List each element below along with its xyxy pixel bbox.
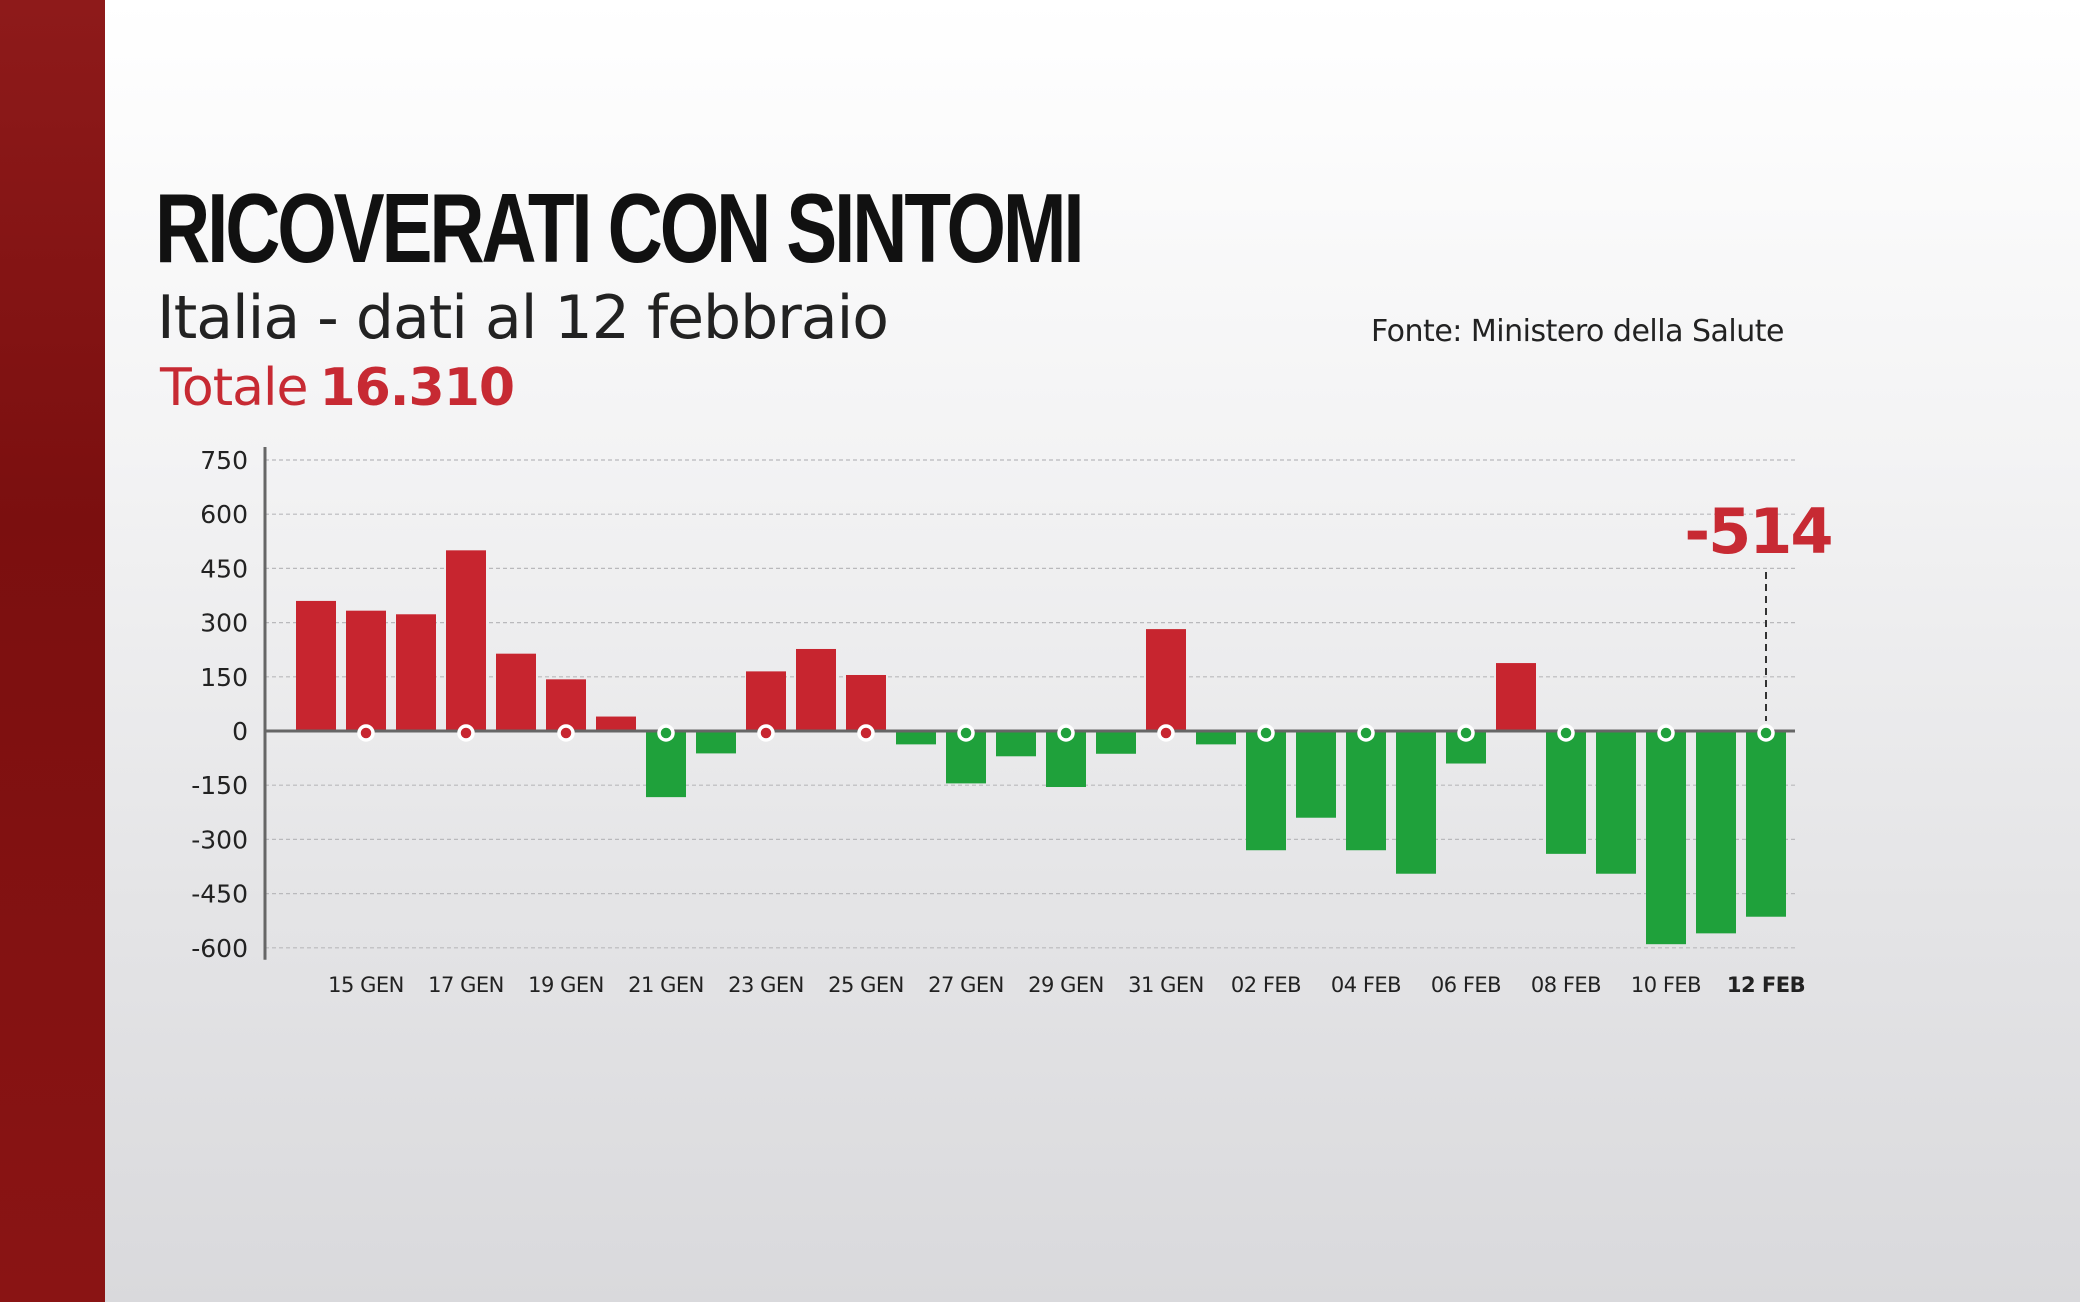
total-value: 16.310 [319,358,515,418]
bar [596,716,636,731]
x-tick-marker [1757,724,1775,742]
x-tick-label: 04 FEB [1331,973,1401,997]
y-tick-label: -450 [191,880,248,909]
bar [546,679,586,731]
bar [796,648,836,731]
x-tick-label: 19 GEN [528,973,604,997]
bar [1096,731,1136,754]
x-tick-marker [957,724,975,742]
bar [746,671,786,731]
bar [1396,731,1436,874]
bar [1546,731,1586,854]
bar [446,550,486,731]
bar [846,674,886,731]
x-tick-label: 23 GEN [728,973,804,997]
x-tick-marker [1157,724,1175,742]
bar [1496,663,1536,731]
sidebar-band [0,0,105,1302]
x-tick-marker [857,724,875,742]
bar [1696,731,1736,934]
bar [396,614,436,731]
bar [1646,731,1686,945]
bar [1746,731,1786,917]
total-label: Totale [160,358,308,418]
x-tick-marker [757,724,775,742]
bar [1296,731,1336,818]
total-line: Totale 16.310 [160,356,515,420]
x-tick-marker [1557,724,1575,742]
y-tick-label: 450 [200,554,248,583]
x-tick-label: 25 GEN [828,973,904,997]
bar [1146,629,1186,731]
bar [646,731,686,798]
bar [496,653,536,731]
x-tick-label: 29 GEN [1028,973,1104,997]
x-tick-marker [1457,724,1475,742]
x-tick-label: 21 GEN [628,973,704,997]
bar [1346,731,1386,851]
x-tick-marker [457,724,475,742]
x-tick-label: 02 FEB [1231,973,1301,997]
x-tick-marker [557,724,575,742]
x-tick-label: 15 GEN [328,973,404,997]
bar [346,610,386,731]
bar [996,731,1036,757]
x-tick-marker [1357,724,1375,742]
bar [896,731,936,745]
chart-subtitle: Italia - dati al 12 febbraio [157,283,889,353]
y-tick-label: 300 [200,609,248,638]
chart-title: RICOVERATI CON SINTOMI [155,173,1085,283]
x-tick-marker [1257,724,1275,742]
x-tick-marker [1057,724,1075,742]
x-tick-label: 31 GEN [1128,973,1204,997]
x-tick-label: 27 GEN [928,973,1004,997]
bar [1246,731,1286,851]
y-tick-label: 600 [200,500,248,529]
y-tick-label: -150 [191,771,248,800]
bar [696,731,736,754]
bar [1596,731,1636,874]
x-tick-marker [657,724,675,742]
y-tick-label: -600 [191,934,248,963]
y-tick-label: 750 [200,446,248,475]
callout-value: -514 [1684,495,1831,568]
x-tick-label: 12 FEB [1727,973,1805,997]
x-tick-label: 06 FEB [1431,973,1501,997]
x-tick-label: 10 FEB [1631,973,1701,997]
y-tick-label: 150 [200,663,248,692]
x-tick-label: 08 FEB [1531,973,1601,997]
x-tick-marker [1657,724,1675,742]
x-tick-label: 17 GEN [428,973,504,997]
x-tick-marker [357,724,375,742]
source-note: Fonte: Ministero della Salute [1371,314,1785,349]
y-tick-label: 0 [232,717,248,746]
bar [1196,731,1236,745]
y-tick-label: -300 [191,825,248,854]
bar [296,600,336,731]
